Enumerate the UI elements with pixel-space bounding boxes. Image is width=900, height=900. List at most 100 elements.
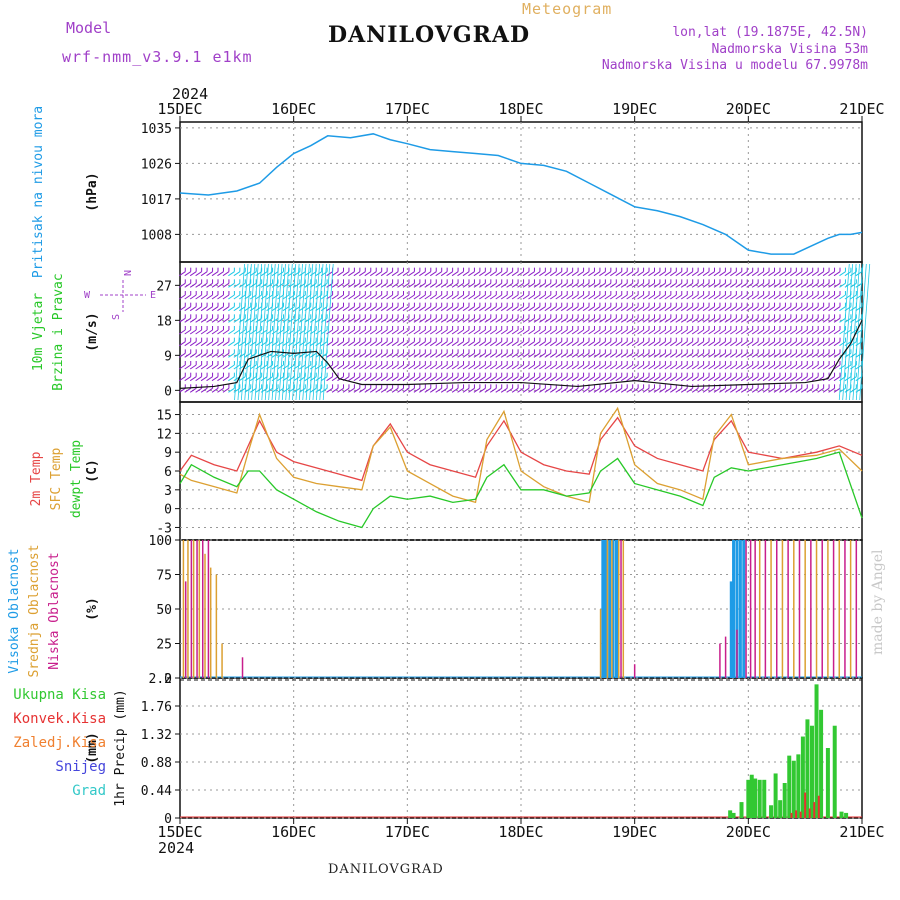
wind-barb [691, 294, 699, 300]
wind-barb [577, 271, 584, 277]
wind-barb [610, 376, 617, 382]
wind-barb [506, 376, 513, 382]
wind-barb [702, 282, 710, 288]
wind-barb [757, 341, 764, 347]
wind-barb [222, 329, 230, 335]
wind-barb [844, 364, 852, 370]
wind-barb [604, 317, 612, 323]
wind-barb [839, 364, 846, 370]
wind-barb [293, 282, 301, 288]
wind-barb [342, 294, 350, 300]
wind-barb [571, 282, 579, 288]
wind-barb [408, 329, 415, 335]
wind-barb [566, 387, 573, 393]
wind-barb [762, 282, 770, 288]
wind-barb [560, 387, 568, 393]
wind-barb [211, 306, 219, 312]
wind-barb [211, 364, 219, 370]
wind-barb [479, 282, 486, 288]
wind-barb [359, 364, 366, 370]
wind-barb [686, 329, 693, 335]
wind-axis-title-1: 10m Vjetar [31, 293, 46, 371]
wind-barb [631, 329, 639, 335]
wind-barb [211, 317, 219, 323]
wind-barb [675, 317, 683, 323]
wind-barb [697, 317, 704, 323]
cloud-bar [810, 540, 812, 678]
wind-barb [282, 294, 290, 300]
wind-barb [451, 306, 459, 312]
wind-barb [353, 271, 361, 277]
pressure-ytick-label: 1008 [141, 228, 172, 243]
wind-barb [348, 306, 355, 312]
wind-barb [462, 364, 470, 370]
wind-unit-label: (m/s) [85, 312, 100, 351]
wind-barb [522, 341, 530, 347]
wind-barb [828, 364, 835, 370]
wind-barb [468, 282, 475, 288]
bottom-xtick-label: 15DEC [157, 823, 202, 841]
top-xtick-label: 15DEC [157, 100, 202, 118]
wind-barb [670, 329, 677, 335]
wind-barb [200, 341, 208, 347]
wind-barb [648, 376, 655, 382]
wind-barb [784, 352, 792, 358]
wind-barb [184, 317, 192, 323]
wind-barb [582, 364, 590, 370]
cloud-bar [745, 540, 747, 678]
wind-barb [724, 282, 732, 288]
wind-barb [811, 352, 819, 358]
wind-barb [348, 271, 355, 277]
wind-barb [211, 352, 219, 358]
wind-barb [528, 364, 535, 370]
wind-barb [446, 329, 453, 335]
wind-barb [800, 387, 808, 393]
precip-bar [790, 812, 793, 818]
wind-barb [397, 341, 404, 347]
wind-barb [451, 364, 459, 370]
bottom-year-label: 2024 [158, 839, 194, 857]
wind-hatch [305, 263, 317, 401]
wind-barb [266, 376, 273, 382]
wind-barb [631, 271, 639, 277]
wind-barb [413, 341, 421, 347]
wind-barb [588, 341, 595, 347]
precip-axis-title: 1hr Precip (mm) [113, 689, 128, 806]
wind-barb [495, 364, 502, 370]
elevation-label: Nadmorska Visina 53m [711, 42, 868, 57]
precip-bar [809, 725, 814, 818]
wind-barb [697, 376, 704, 382]
wind-barb [331, 352, 339, 358]
wind-barb [648, 352, 655, 358]
wind-barb [178, 271, 186, 277]
pressure-panel: 1008 1017 1026 1035 (hPa) [85, 121, 863, 263]
wind-barb [533, 282, 541, 288]
wind-barb [604, 387, 612, 393]
wind-barb [348, 282, 355, 288]
wind-barb [408, 294, 415, 300]
wind-barb [315, 352, 322, 358]
wind-barb [511, 306, 519, 312]
wind-barb [369, 271, 377, 277]
wind-barb [217, 306, 224, 312]
cloud-bar [770, 540, 772, 678]
wind-barb [735, 306, 743, 312]
wind-barb [419, 376, 426, 382]
wind-barb [228, 306, 235, 312]
temperature-ytick-label: 6 [164, 465, 172, 480]
wind-barb [571, 341, 579, 347]
wind-barb [659, 364, 666, 370]
compass-w: W [84, 290, 91, 301]
wind-barb [189, 376, 197, 382]
wind-barb [839, 271, 846, 277]
cloud-bar [804, 540, 806, 678]
wind-barb [506, 329, 513, 335]
wind-barb [331, 387, 339, 393]
wind-barb [555, 341, 563, 347]
wind-barb [528, 294, 535, 300]
wind-barb [691, 352, 699, 358]
wind-barb [680, 364, 688, 370]
temp-axis-title-2: dewpt Temp [69, 440, 84, 518]
wind-hatch [285, 263, 297, 401]
cloud-bar [787, 540, 789, 678]
